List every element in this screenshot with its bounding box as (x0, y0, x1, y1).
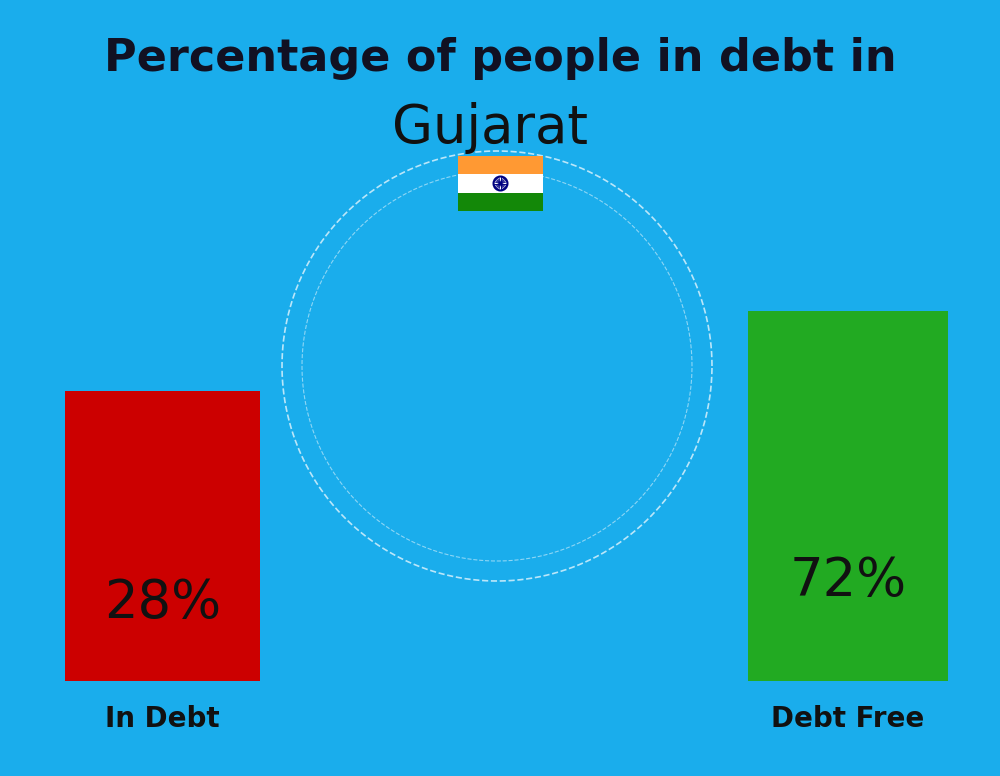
Text: Debt Free: Debt Free (771, 705, 925, 733)
Bar (748, 311, 948, 681)
Text: Gujarat: Gujarat (392, 102, 588, 154)
Text: In Debt: In Debt (105, 705, 220, 733)
Circle shape (499, 182, 502, 185)
Bar (458, 192, 543, 211)
Text: 72%: 72% (789, 555, 907, 607)
Text: 28%: 28% (104, 577, 221, 629)
Text: Percentage of people in debt in: Percentage of people in debt in (104, 36, 896, 79)
Bar (458, 156, 543, 175)
Bar (458, 175, 543, 192)
Bar (65, 391, 260, 681)
